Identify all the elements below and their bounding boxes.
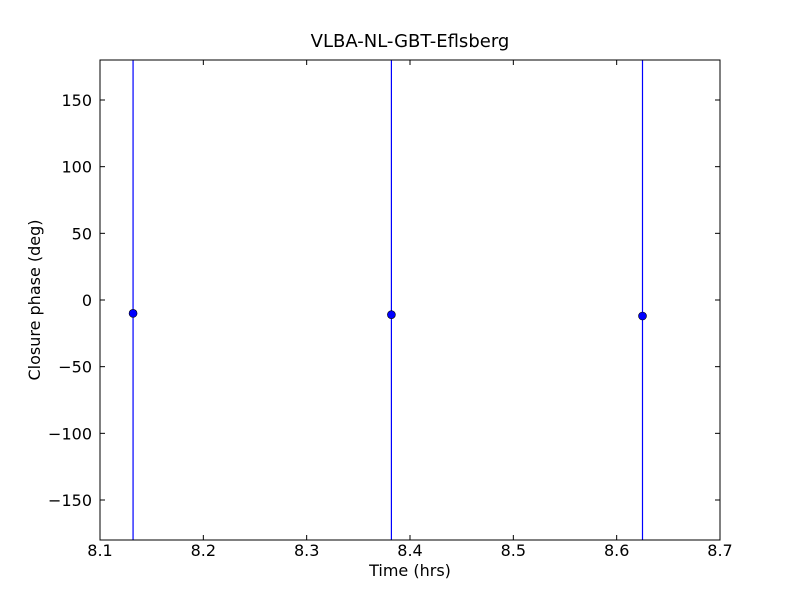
- y-tick-label: −50: [58, 358, 92, 377]
- chart-title: VLBA-NL-GBT-Eflsberg: [311, 31, 510, 52]
- x-axis-label: Time (hrs): [368, 561, 451, 580]
- y-tick-label: 150: [61, 91, 92, 110]
- y-tick-label: −100: [48, 424, 92, 443]
- x-tick-label: 8.1: [87, 541, 112, 560]
- y-tick-label: −150: [48, 491, 92, 510]
- y-tick-label: 50: [72, 224, 92, 243]
- x-tick-label: 8.4: [397, 541, 422, 560]
- x-tick-label: 8.3: [294, 541, 319, 560]
- data-point: [387, 310, 396, 319]
- x-tick-label: 8.7: [707, 541, 732, 560]
- plot-area: [128, 60, 647, 540]
- y-axis-label: Closure phase (deg): [25, 219, 44, 380]
- data-point: [638, 311, 647, 321]
- x-tick-label: 8.2: [191, 541, 216, 560]
- data-point: [128, 309, 138, 318]
- x-tick-label: 8.6: [604, 541, 629, 560]
- x-tick-label: 8.5: [501, 541, 526, 560]
- y-tick-label: 100: [61, 158, 92, 177]
- y-tick-label: 0: [82, 291, 92, 310]
